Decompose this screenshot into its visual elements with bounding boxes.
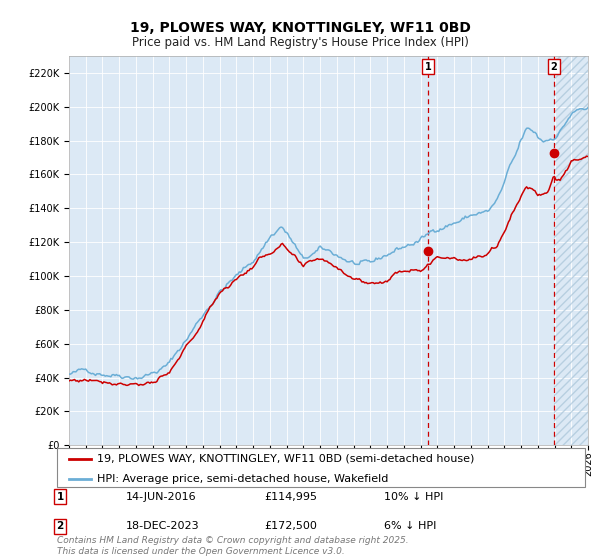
Text: 6% ↓ HPI: 6% ↓ HPI — [384, 521, 436, 531]
Text: £114,995: £114,995 — [264, 492, 317, 502]
Text: 19, PLOWES WAY, KNOTTINGLEY, WF11 0BD: 19, PLOWES WAY, KNOTTINGLEY, WF11 0BD — [130, 21, 470, 35]
Text: Price paid vs. HM Land Registry's House Price Index (HPI): Price paid vs. HM Land Registry's House … — [131, 36, 469, 49]
Text: 10% ↓ HPI: 10% ↓ HPI — [384, 492, 443, 502]
Text: 2: 2 — [56, 521, 64, 531]
Text: 19, PLOWES WAY, KNOTTINGLEY, WF11 0BD (semi-detached house): 19, PLOWES WAY, KNOTTINGLEY, WF11 0BD (s… — [97, 454, 474, 464]
Text: 1: 1 — [425, 62, 431, 72]
Text: 18-DEC-2023: 18-DEC-2023 — [126, 521, 200, 531]
Text: 2: 2 — [550, 62, 557, 72]
Text: 1: 1 — [56, 492, 64, 502]
Text: Contains HM Land Registry data © Crown copyright and database right 2025.
This d: Contains HM Land Registry data © Crown c… — [57, 536, 409, 556]
Text: 14-JUN-2016: 14-JUN-2016 — [126, 492, 197, 502]
Text: £172,500: £172,500 — [264, 521, 317, 531]
Text: HPI: Average price, semi-detached house, Wakefield: HPI: Average price, semi-detached house,… — [97, 474, 388, 484]
FancyBboxPatch shape — [57, 448, 585, 487]
